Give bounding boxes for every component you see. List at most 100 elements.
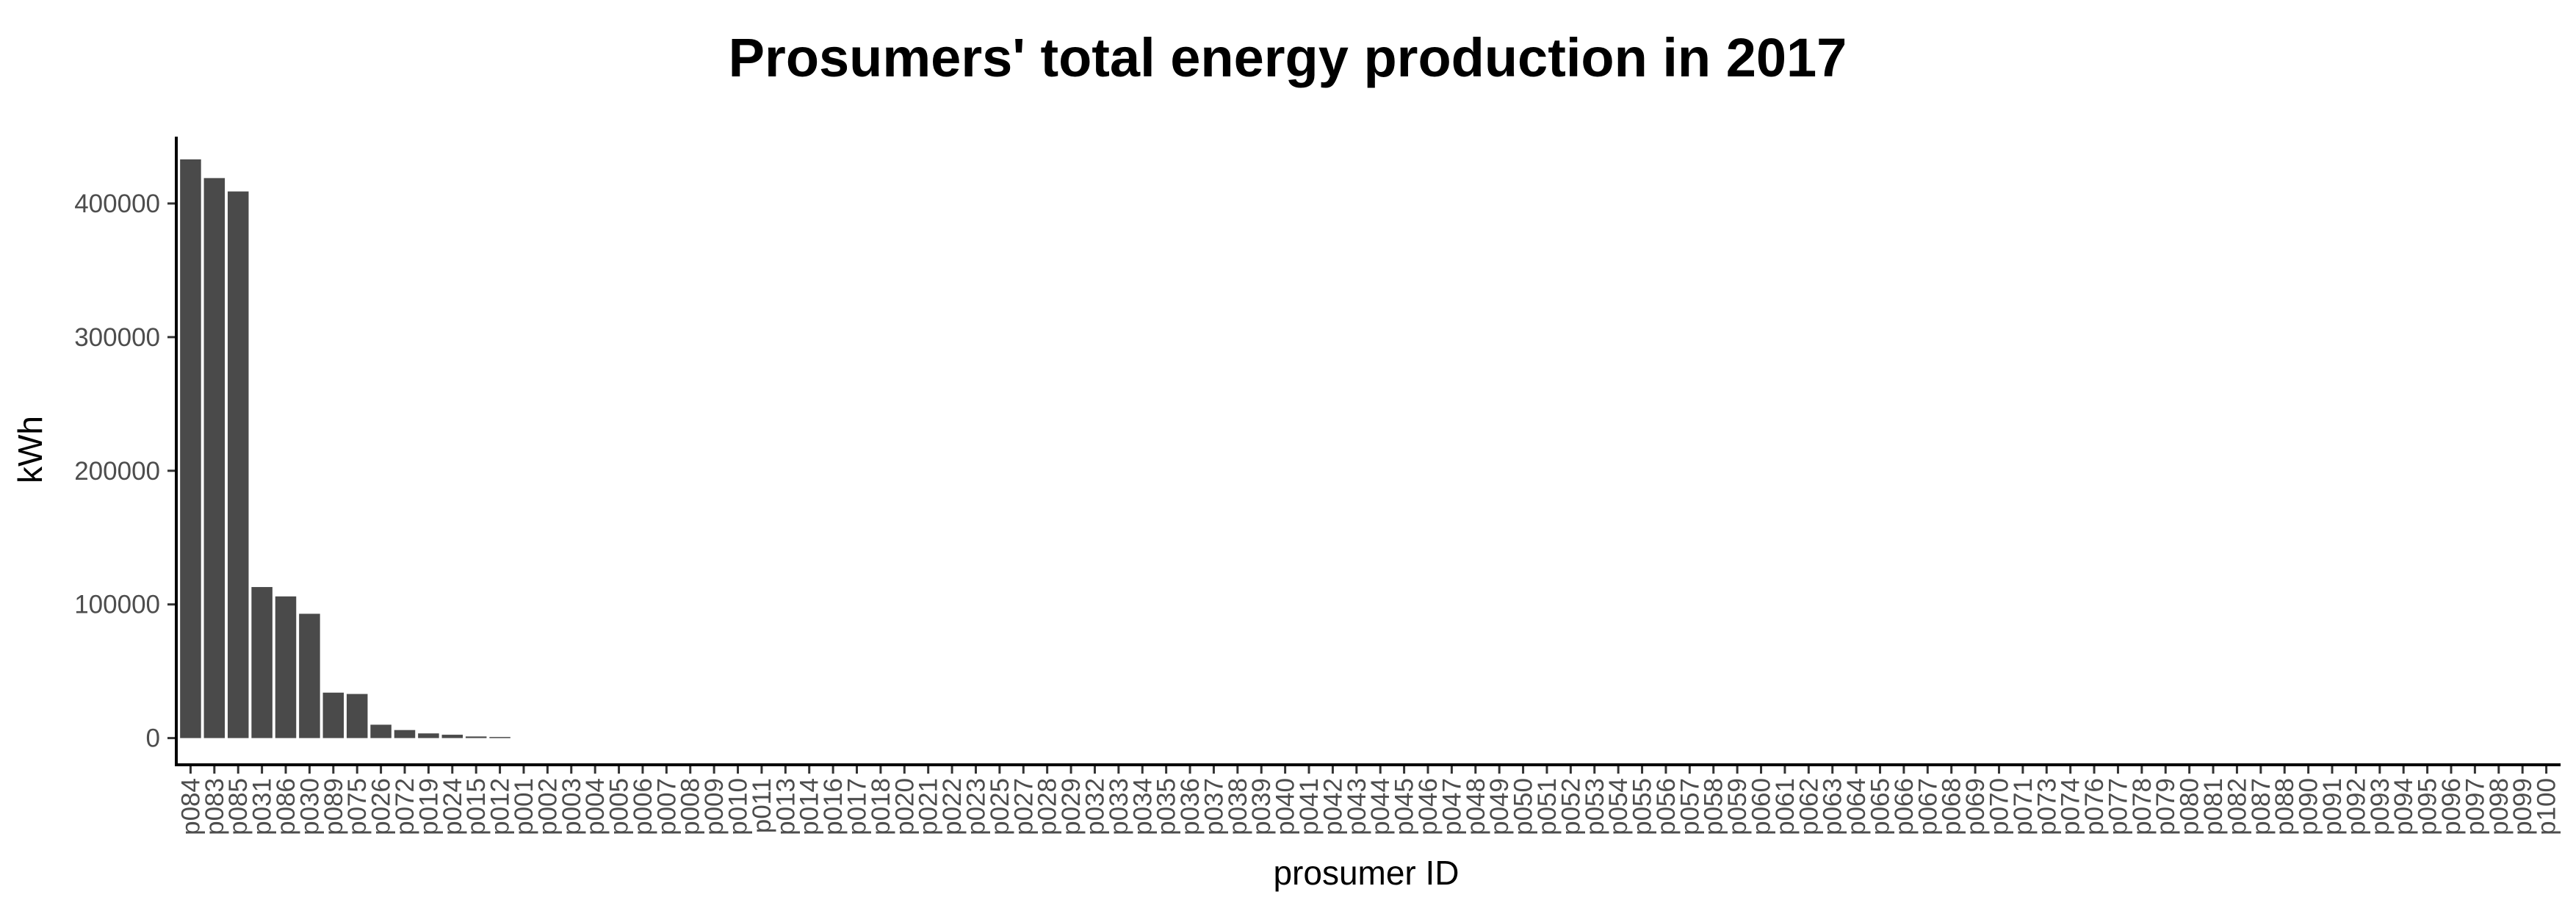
x-tick-label: p097	[2461, 778, 2489, 835]
x-tick-label: p030	[295, 778, 324, 835]
x-tick-label: p070	[1985, 778, 2013, 835]
bar-p072	[394, 730, 416, 738]
x-tick-label: p042	[1318, 778, 1347, 835]
x-tick-label: p094	[2389, 778, 2418, 835]
x-tick-label: p043	[1343, 778, 1371, 835]
bar-p012	[489, 737, 510, 738]
x-tick-label: p073	[2032, 778, 2061, 835]
y-tick-label: 200000	[74, 457, 160, 486]
y-tick-label: 300000	[74, 323, 160, 352]
x-tick-label: p001	[510, 778, 538, 835]
x-tick-label: p062	[1794, 778, 1823, 835]
x-tick-label: p021	[914, 778, 943, 835]
x-tick-label: p071	[2009, 778, 2038, 835]
bar-p086	[275, 596, 297, 738]
x-tick-label: p004	[581, 778, 610, 835]
x-tick-label: p098	[2485, 778, 2514, 835]
bar-p031	[251, 587, 273, 738]
x-tick-label: p053	[1581, 778, 1609, 835]
x-tick-label: p086	[272, 778, 300, 835]
x-tick-label: p087	[2247, 778, 2276, 835]
x-tick-label: p039	[1247, 778, 1276, 835]
x-tick-label: p015	[462, 778, 491, 835]
x-tick-label: p022	[938, 778, 967, 835]
x-tick-label: p034	[1128, 778, 1157, 835]
x-tick-label: p037	[1199, 778, 1228, 835]
x-tick-label: p003	[558, 778, 586, 835]
bar-p024	[441, 735, 463, 738]
x-tick-label: p099	[2508, 778, 2537, 835]
chart-title: Prosumers' total energy production in 20…	[729, 27, 1847, 88]
bar-p083	[203, 178, 226, 738]
x-tick-label: p052	[1556, 778, 1585, 835]
x-tick-label: p068	[1938, 778, 1966, 835]
x-tick-label: p066	[1890, 778, 1919, 835]
x-tick-label: p088	[2270, 778, 2299, 835]
x-tick-label: p032	[1080, 778, 1109, 835]
x-tick-label: p084	[176, 778, 205, 835]
x-tick-label: p040	[1271, 778, 1300, 835]
x-tick-label: p033	[1105, 778, 1133, 835]
x-tick-label: p031	[248, 778, 277, 835]
x-tick-label: p044	[1366, 778, 1395, 835]
x-tick-label: p013	[771, 778, 800, 835]
x-axis-ticks: p084p083p085p031p086p030p089p075p026p072…	[176, 765, 2561, 835]
x-tick-label: p058	[1700, 778, 1728, 835]
x-tick-label: p038	[1224, 778, 1252, 835]
x-tick-label: p012	[486, 778, 515, 835]
y-tick-label: 400000	[74, 190, 160, 218]
x-tick-label: p005	[605, 778, 634, 835]
bar-p026	[370, 724, 392, 738]
x-tick-label: p083	[201, 778, 229, 835]
x-tick-label: p078	[2128, 778, 2157, 835]
x-tick-label: p074	[2057, 778, 2085, 835]
x-tick-label: p090	[2295, 778, 2323, 835]
x-tick-label: p055	[1628, 778, 1657, 835]
x-tick-label: p035	[1152, 778, 1181, 835]
x-tick-label: p049	[1485, 778, 1514, 835]
x-tick-label: p025	[986, 778, 1014, 835]
y-axis-ticks: 0 100000 200000 300000 400000	[74, 190, 176, 753]
x-tick-label: p045	[1390, 778, 1419, 835]
x-tick-label: p028	[1033, 778, 1062, 835]
x-tick-label: p011	[748, 778, 776, 833]
x-tick-label: p047	[1437, 778, 1466, 835]
x-tick-label: p089	[320, 778, 348, 835]
bar-p015	[465, 736, 487, 738]
x-tick-label: p060	[1747, 778, 1776, 835]
x-tick-label: p077	[2104, 778, 2132, 835]
bar-p085	[227, 191, 249, 738]
x-tick-label: p076	[2080, 778, 2109, 835]
x-tick-label: p079	[2151, 778, 2180, 835]
bar-p030	[299, 613, 320, 738]
x-tick-label: p009	[700, 778, 729, 835]
x-tick-label: p082	[2223, 778, 2251, 835]
bar-p019	[418, 733, 439, 738]
bars-group	[180, 159, 510, 738]
x-tick-label: p067	[1913, 778, 1942, 835]
x-tick-label: p036	[1176, 778, 1205, 835]
bar-p075	[346, 694, 368, 738]
x-tick-label: p075	[343, 778, 372, 835]
x-tick-label: p065	[1866, 778, 1895, 835]
x-tick-label: p010	[724, 778, 753, 835]
x-tick-label: p095	[2414, 778, 2442, 835]
x-tick-label: p046	[1414, 778, 1443, 835]
x-tick-label: p080	[2176, 778, 2204, 835]
x-tick-label: p093	[2366, 778, 2395, 835]
x-tick-label: p002	[533, 778, 562, 835]
y-axis-label: kWh	[11, 416, 49, 483]
x-tick-label: p064	[1842, 778, 1871, 835]
x-tick-label: p096	[2437, 778, 2466, 835]
x-tick-label: p048	[1462, 778, 1490, 835]
x-tick-label: p041	[1295, 778, 1324, 835]
x-tick-label: p072	[391, 778, 419, 835]
y-tick-label: 100000	[74, 591, 160, 619]
x-tick-label: p020	[890, 778, 919, 835]
x-tick-label: p026	[367, 778, 396, 835]
y-tick-label: 0	[146, 724, 160, 753]
x-tick-label: p054	[1604, 778, 1633, 835]
x-axis-label: prosumer ID	[1273, 854, 1459, 892]
x-tick-label: p063	[1819, 778, 1847, 835]
x-tick-label: p023	[962, 778, 990, 835]
